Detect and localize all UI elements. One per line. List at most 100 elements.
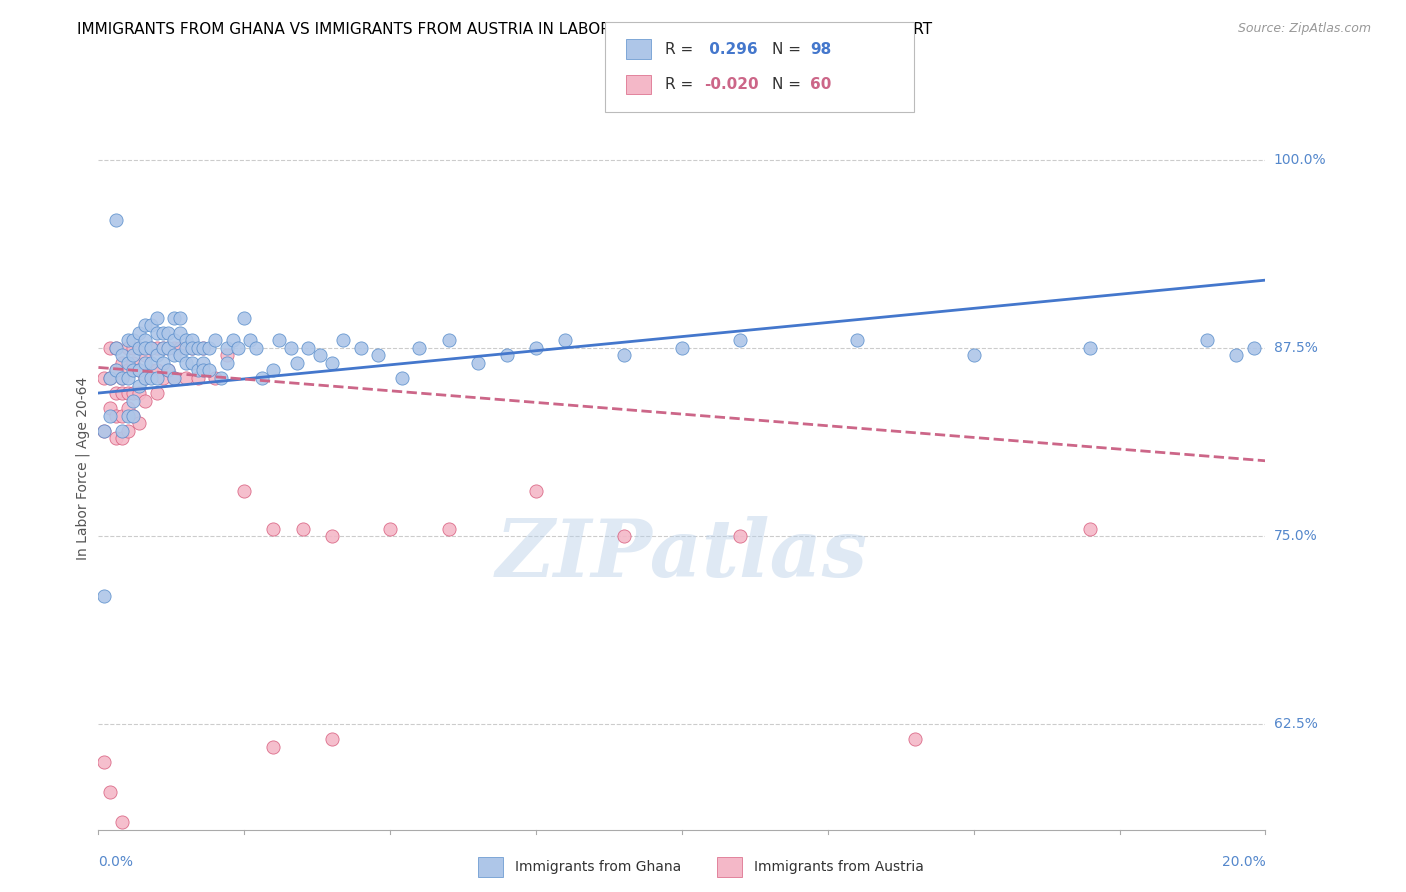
Point	[128, 363, 150, 377]
Point	[98, 401, 121, 416]
Point	[111, 431, 134, 445]
Point	[111, 356, 134, 370]
Point	[163, 371, 186, 385]
Text: 62.5%: 62.5%	[1274, 717, 1317, 731]
Point	[117, 401, 139, 416]
Point	[1080, 341, 1102, 355]
Point	[128, 416, 150, 430]
Point	[134, 838, 156, 852]
Text: 100.0%: 100.0%	[1274, 153, 1326, 167]
Point	[233, 483, 256, 498]
Text: N =: N =	[772, 42, 806, 57]
Text: 0.0%: 0.0%	[98, 855, 134, 869]
Point	[98, 341, 121, 355]
Point	[134, 393, 156, 408]
Point	[98, 371, 121, 385]
Point	[146, 341, 169, 355]
Point	[1225, 348, 1247, 362]
Point	[122, 393, 145, 408]
Point	[180, 334, 202, 348]
Point	[163, 334, 186, 348]
Point	[111, 371, 134, 385]
Text: 20.0%: 20.0%	[1222, 855, 1265, 869]
Point	[280, 341, 302, 355]
Point	[198, 341, 221, 355]
Text: Immigrants from Austria: Immigrants from Austria	[754, 860, 924, 874]
Point	[122, 356, 145, 370]
Point	[146, 363, 169, 377]
Point	[169, 326, 191, 340]
Text: -0.020: -0.020	[704, 77, 759, 92]
Point	[134, 341, 156, 355]
Point	[134, 371, 156, 385]
Point	[730, 529, 752, 543]
Point	[193, 341, 215, 355]
Point	[146, 348, 169, 362]
Point	[157, 326, 180, 340]
Point	[111, 371, 134, 385]
Point	[146, 310, 169, 325]
Point	[380, 521, 402, 535]
Point	[221, 334, 243, 348]
Text: IMMIGRANTS FROM GHANA VS IMMIGRANTS FROM AUSTRIA IN LABOR FORCE | AGE 20-64 CORR: IMMIGRANTS FROM GHANA VS IMMIGRANTS FROM…	[77, 22, 932, 38]
Point	[134, 348, 156, 362]
Point	[391, 371, 413, 385]
Point	[128, 386, 150, 401]
Point	[180, 356, 202, 370]
Point	[117, 386, 139, 401]
Text: 0.296: 0.296	[704, 42, 758, 57]
Point	[321, 356, 343, 370]
Point	[104, 341, 127, 355]
Point	[93, 755, 115, 769]
Point	[180, 341, 202, 355]
Point	[187, 371, 209, 385]
Point	[93, 424, 115, 438]
Point	[104, 431, 127, 445]
Point	[187, 341, 209, 355]
Point	[157, 341, 180, 355]
Point	[408, 341, 430, 355]
Point	[904, 732, 927, 747]
Point	[122, 409, 145, 423]
Point	[169, 310, 191, 325]
Point	[93, 589, 115, 603]
Point	[193, 363, 215, 377]
Point	[215, 348, 238, 362]
Point	[104, 386, 127, 401]
Point	[152, 341, 174, 355]
Point	[117, 334, 139, 348]
Point	[239, 334, 262, 348]
Point	[152, 356, 174, 370]
Point	[524, 341, 547, 355]
Text: R =: R =	[665, 42, 699, 57]
Point	[228, 341, 250, 355]
Point	[496, 348, 519, 362]
Point	[285, 356, 308, 370]
Point	[117, 409, 139, 423]
Point	[122, 363, 145, 377]
Point	[139, 341, 162, 355]
Point	[846, 334, 869, 348]
Point	[146, 371, 169, 385]
Point	[437, 521, 460, 535]
Text: 98: 98	[810, 42, 831, 57]
Point	[117, 371, 139, 385]
Point	[204, 371, 226, 385]
Point	[128, 326, 150, 340]
Point	[111, 409, 134, 423]
Point	[321, 529, 343, 543]
Point	[554, 334, 576, 348]
Point	[152, 326, 174, 340]
Text: 60: 60	[810, 77, 831, 92]
Point	[146, 326, 169, 340]
Point	[262, 521, 284, 535]
Point	[122, 409, 145, 423]
Point	[163, 310, 186, 325]
Point	[1080, 521, 1102, 535]
Point	[98, 409, 121, 423]
Point	[204, 334, 226, 348]
Point	[98, 371, 121, 385]
Point	[321, 732, 343, 747]
Point	[215, 341, 238, 355]
Point	[134, 356, 156, 370]
